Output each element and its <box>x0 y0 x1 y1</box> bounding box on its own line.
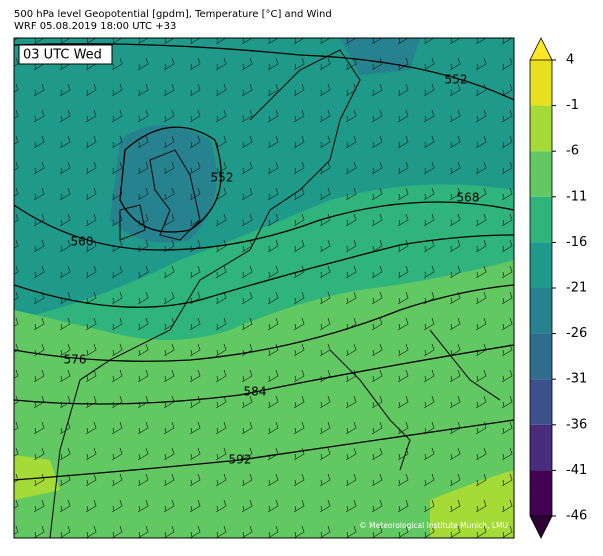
geopotential-contours <box>14 43 514 481</box>
colorbar-tick-label: -26 <box>566 326 587 341</box>
contour-label: 576 <box>64 353 87 367</box>
time-label: 03 UTC Wed <box>23 48 102 63</box>
colorbar-segment <box>530 242 552 288</box>
colorbar-extend-bottom <box>529 515 553 539</box>
colorbar-extend-top <box>529 37 553 61</box>
colorbar-segment <box>530 333 552 380</box>
colorbar-tick-label: -21 <box>566 281 587 296</box>
time-box <box>18 44 113 65</box>
colorbar-segment <box>530 424 552 471</box>
credit: © Meteorological Institute Munich, LMU <box>359 521 508 530</box>
contour-label: 584 <box>244 385 267 399</box>
contour-label: 552 <box>445 73 468 87</box>
colorbar-segment <box>530 105 552 152</box>
colorbar-segment <box>530 60 552 106</box>
colorbar-tick-label: -6 <box>566 144 579 159</box>
colorbar-tick-label: -1 <box>566 98 579 113</box>
colorbar-tick-label: -31 <box>566 372 587 387</box>
contour-label: 560 <box>71 235 94 249</box>
title-line: WRF 05.08.2019 18:00 UTC +33 <box>14 21 176 32</box>
map <box>14 38 514 538</box>
map-frame <box>13 37 515 539</box>
colorbar-tick-label: -11 <box>566 189 587 204</box>
colorbar-tick-label: -16 <box>566 235 587 250</box>
colorbar-segment <box>530 379 552 425</box>
colorbar-tick-label: 4 <box>566 53 574 68</box>
title-line: 500 hPa level Geopotential [gpdm], Tempe… <box>14 9 332 20</box>
colorbar-segment <box>530 288 552 334</box>
contour-label: 552 <box>211 171 234 185</box>
colorbar-tick-label: -36 <box>566 417 587 432</box>
colorbar-tick-label: -41 <box>566 463 587 478</box>
contour-label: 592 <box>229 453 252 467</box>
colorbar-segment <box>530 151 552 197</box>
colorbar-segment <box>530 470 552 516</box>
colorbar-segment <box>530 196 552 243</box>
colorbar-tick-label: -46 <box>566 509 587 524</box>
coastlines <box>49 49 501 538</box>
contour-label: 568 <box>457 191 480 205</box>
wind-barbs <box>14 38 514 538</box>
